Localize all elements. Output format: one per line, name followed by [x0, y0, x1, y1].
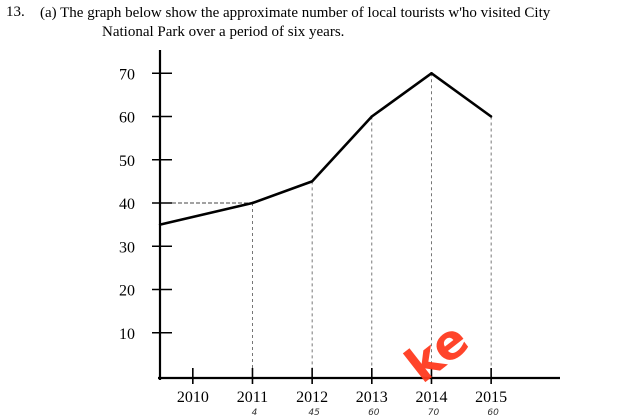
data-point-2015 — [489, 115, 493, 118]
data-point-2012 — [310, 180, 314, 183]
x-tick-label-2013: 2013 — [356, 389, 388, 406]
handwritten-note-2014: 70 — [428, 408, 440, 418]
handwritten-notes: 4 45 60 70 60 — [252, 408, 500, 418]
tourist-series-line — [159, 72, 492, 226]
y-tick-label-30: 30 — [119, 239, 135, 256]
question-line-1: (a) The graph below show the approximate… — [40, 5, 551, 21]
y-tick-label-40: 40 — [119, 196, 135, 213]
x-tick-label-2011: 2011 — [237, 389, 268, 406]
handwritten-note-2012: 45 — [308, 408, 320, 418]
y-tick-label-50: 50 — [119, 153, 135, 170]
x-tick-label-2012: 2012 — [296, 389, 328, 406]
data-point-2013 — [370, 115, 374, 118]
data-point-2010 — [158, 223, 162, 226]
data-point-2014 — [430, 72, 433, 75]
question-number: 13. — [6, 4, 25, 20]
handwritten-note-2013: 60 — [368, 408, 380, 418]
y-tick-label-60: 60 — [119, 110, 135, 127]
series-line — [158, 72, 493, 226]
axes — [158, 50, 560, 380]
guide-lines — [160, 73, 492, 378]
x-axis-ticks: 2010 2011 2012 2013 2014 2015 — [177, 368, 507, 406]
handwritten-note-2015: 60 — [487, 408, 499, 418]
y-axis-ticks: 10 20 30 40 50 60 70 — [119, 66, 172, 343]
data-point-2011 — [251, 201, 254, 205]
y-tick-label-10: 10 — [119, 326, 135, 343]
handwritten-note-2011: 4 — [252, 408, 258, 418]
question-line-2: National Park over a period of six years… — [102, 24, 345, 40]
x-tick-label-2010: 2010 — [177, 389, 209, 406]
question-text: (a) The graph below show the approximate… — [40, 4, 550, 42]
y-tick-label-20: 20 — [119, 283, 135, 300]
x-tick-label-2015: 2015 — [475, 389, 507, 406]
y-tick-label-70: 70 — [119, 66, 135, 83]
x-tick-label-2014: 2014 — [415, 389, 447, 406]
